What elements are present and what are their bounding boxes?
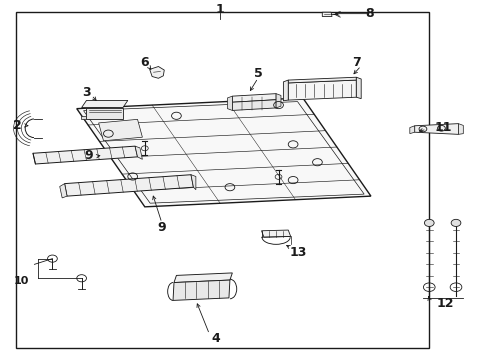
Text: 2: 2 <box>13 119 21 132</box>
Polygon shape <box>174 273 232 283</box>
Text: 4: 4 <box>210 333 219 346</box>
Polygon shape <box>33 146 137 164</box>
Text: 9: 9 <box>157 221 166 234</box>
Polygon shape <box>287 80 356 100</box>
Polygon shape <box>287 77 356 83</box>
Polygon shape <box>356 77 361 99</box>
Polygon shape <box>227 96 232 111</box>
Polygon shape <box>322 12 331 17</box>
Circle shape <box>450 219 460 226</box>
Text: 5: 5 <box>253 67 262 80</box>
Polygon shape <box>77 98 370 207</box>
Text: 11: 11 <box>433 121 451 134</box>
Polygon shape <box>149 67 164 78</box>
Text: 3: 3 <box>82 86 91 99</box>
Text: 6: 6 <box>140 56 149 69</box>
Polygon shape <box>276 94 281 108</box>
Polygon shape <box>81 116 86 120</box>
Text: 7: 7 <box>351 56 360 69</box>
Polygon shape <box>261 230 290 237</box>
Polygon shape <box>191 175 196 190</box>
Text: 8: 8 <box>365 7 373 20</box>
Polygon shape <box>135 146 142 159</box>
Polygon shape <box>458 123 462 134</box>
Polygon shape <box>283 80 287 101</box>
Text: 13: 13 <box>289 246 306 259</box>
Text: 10: 10 <box>14 276 29 286</box>
Polygon shape <box>86 108 122 120</box>
Polygon shape <box>409 126 414 134</box>
Polygon shape <box>81 100 127 108</box>
Polygon shape <box>64 175 193 196</box>
Polygon shape <box>232 100 276 111</box>
Text: 9: 9 <box>84 149 93 162</box>
Text: 1: 1 <box>215 3 224 16</box>
Text: 12: 12 <box>435 297 453 310</box>
Polygon shape <box>414 123 458 134</box>
Polygon shape <box>232 94 276 102</box>
Polygon shape <box>99 120 142 141</box>
Polygon shape <box>60 184 67 198</box>
Bar <box>16 12 428 348</box>
Polygon shape <box>173 280 229 300</box>
Circle shape <box>424 219 433 226</box>
